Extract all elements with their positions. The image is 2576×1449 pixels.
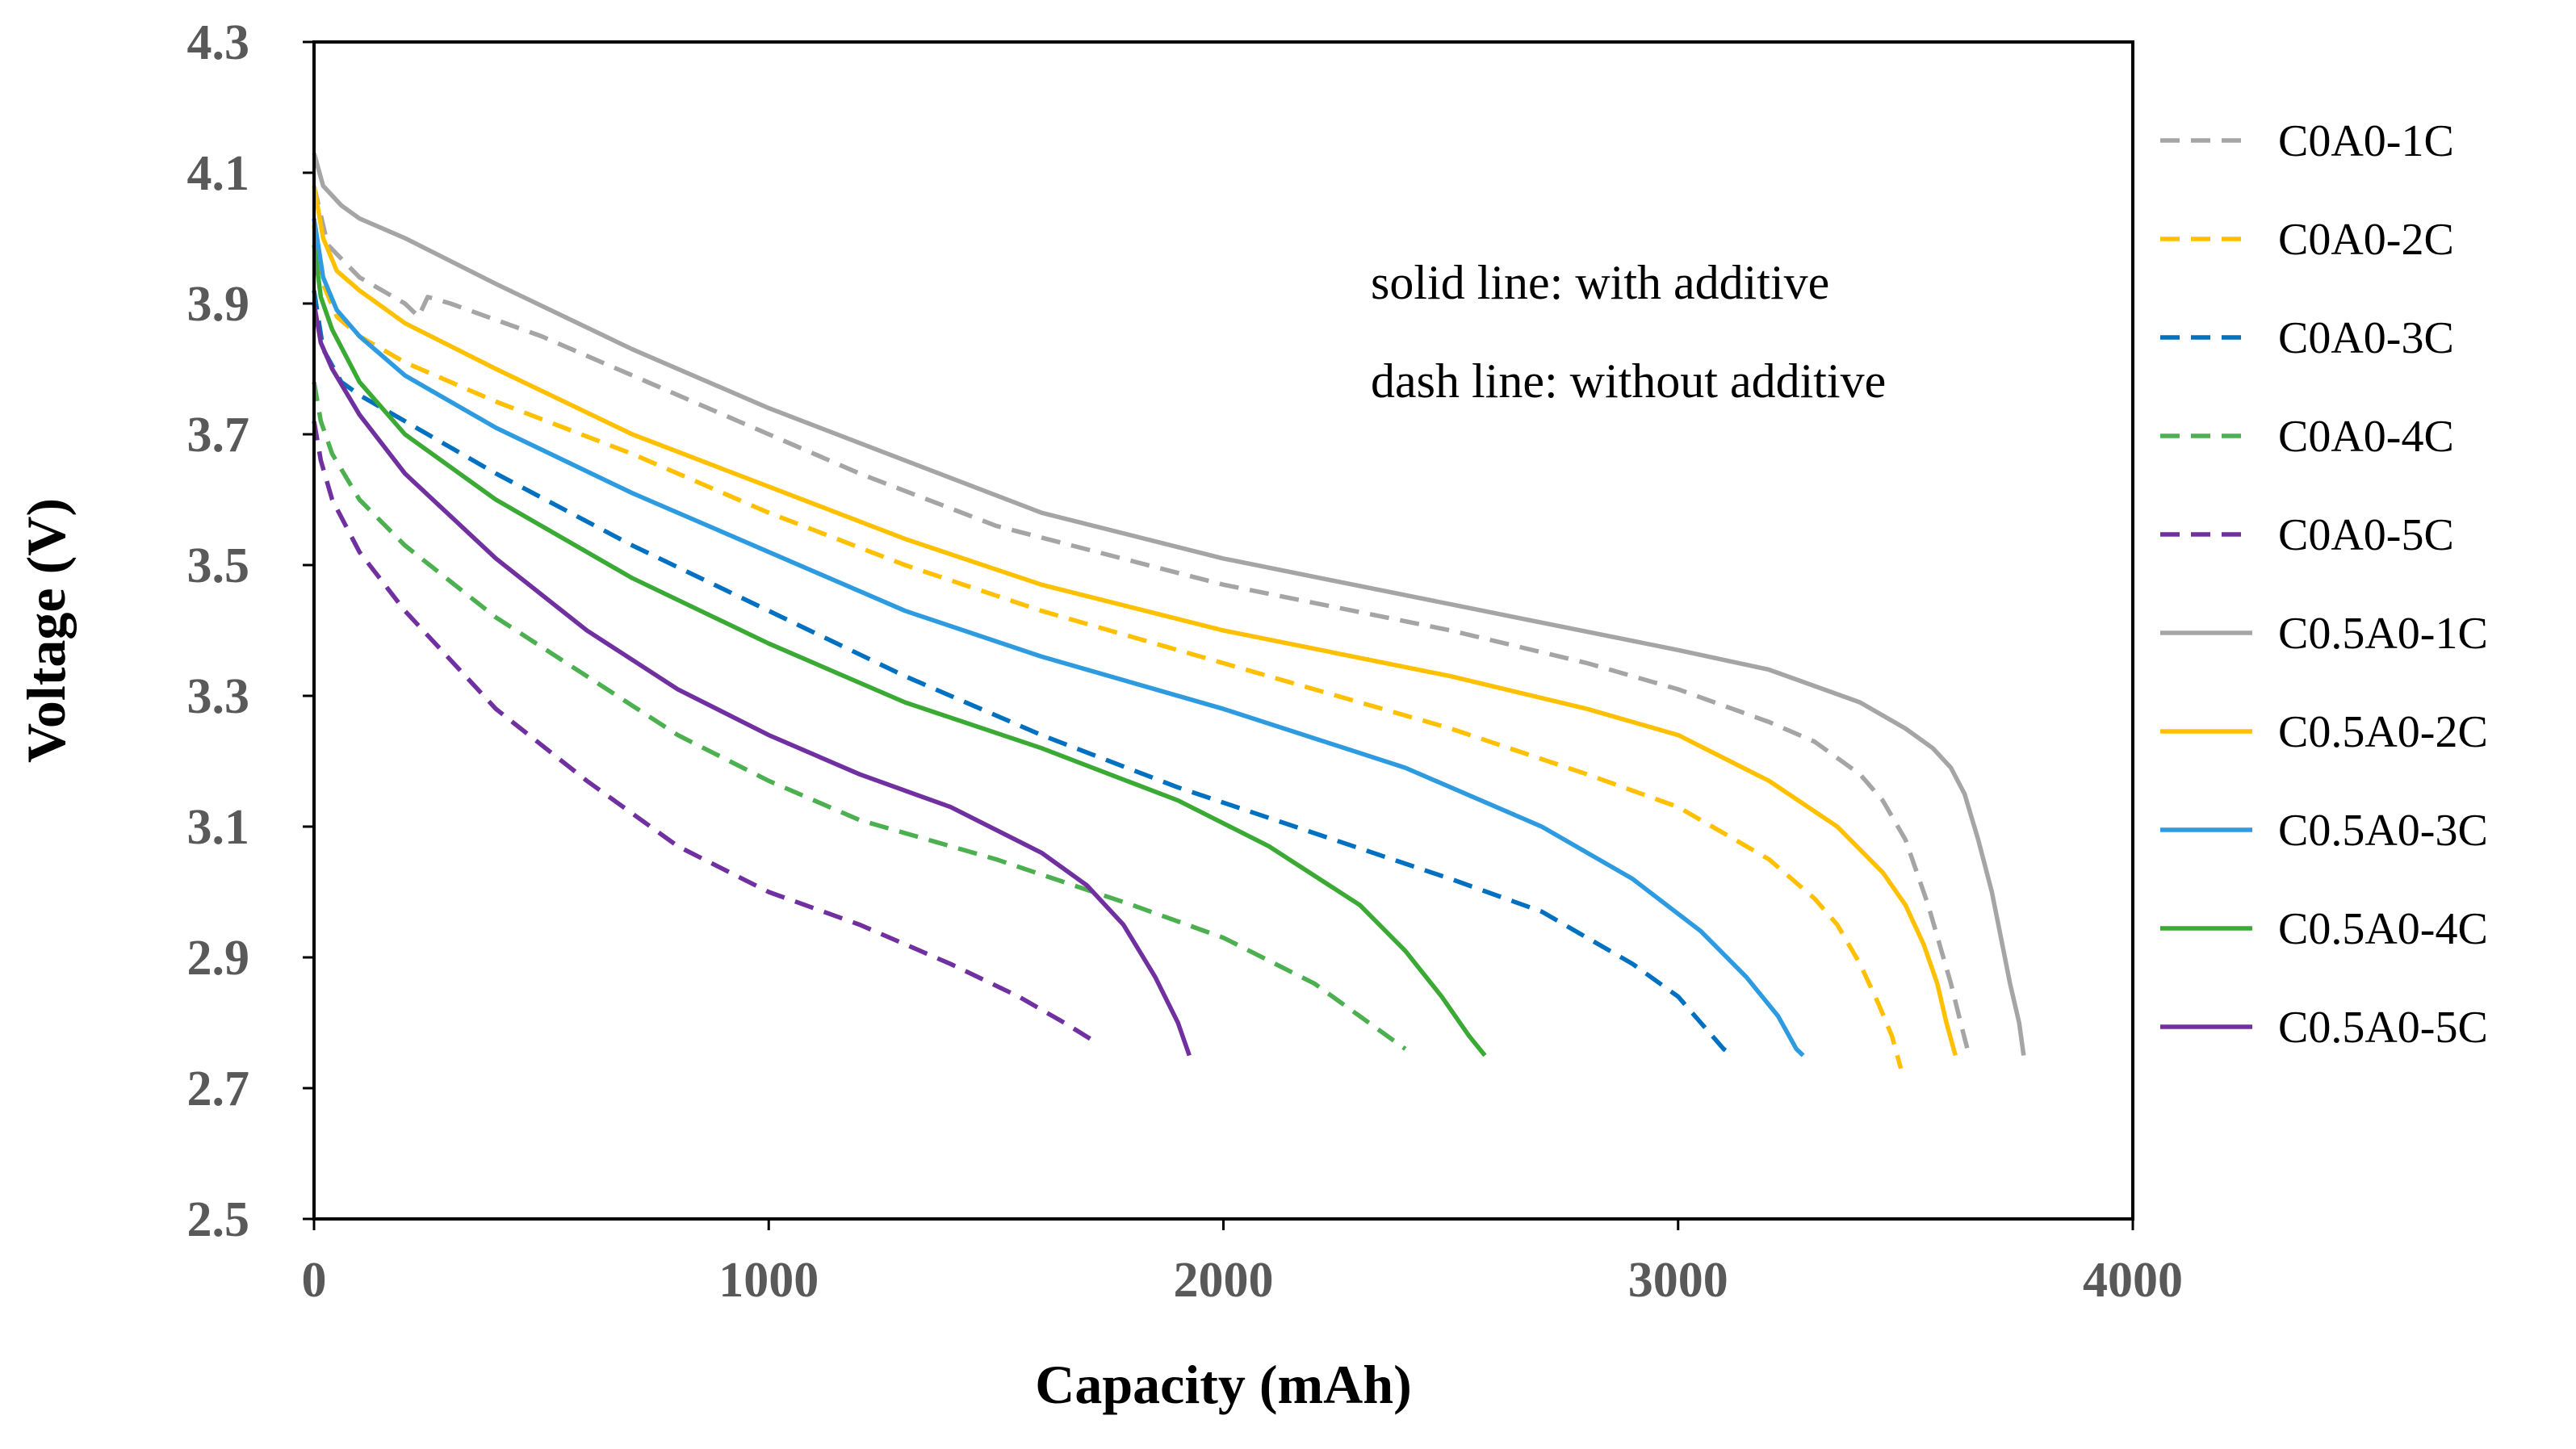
y-tick-label: 3.7 [187,408,250,463]
legend: C0A0-1C C0A0-2C C0A0-3C C0A0-4C C0A0-5C C0.5A… [2160,116,2488,1053]
series-line-C0A0-1C [312,185,1971,1057]
legend-label: C0.5A0-2C [2278,707,2488,757]
x-tick-label: 3000 [1628,1253,1728,1308]
y-tick-label: 3.5 [187,538,250,593]
y-axis-title: Voltage (V) [15,498,77,763]
annotation-dash-line: dash line: without additive [1371,354,1886,408]
x-axis-title: Capacity (mAh) [1035,1354,1412,1415]
series-layer [312,152,2026,1070]
legend-label: C0.5A0-1C [2278,609,2488,659]
legend-label: C0.5A0-5C [2278,1003,2488,1053]
x-tick-label: 4000 [2083,1253,2183,1308]
x-tick-label: 2000 [1174,1253,1274,1308]
y-tick-label: 2.7 [187,1062,250,1116]
series-line-C0A0-4C [312,381,1407,1051]
plot-area-frame [312,40,2134,1221]
series-line-C0A0-3C [312,290,1734,1057]
y-tick-label: 4.3 [187,15,250,70]
y-tick-label: 3.3 [187,669,250,724]
x-tick-label: 0 [302,1253,327,1308]
x-axis-ticks: 0 1000 2000 3000 4000 [302,1219,2183,1308]
legend-label: C0.5A0-3C [2278,806,2488,856]
x-tick-label: 1000 [718,1253,819,1308]
y-axis-ticks: 2.5 2.7 2.9 3.1 3.3 3.5 3.7 3.9 4.1 4.3 [187,15,314,1247]
series-line-C0.5A0-2C [312,185,1958,1057]
series-line-C0.5A0-5C [312,303,1192,1057]
legend-label: C0A0-3C [2278,313,2454,363]
y-tick-label: 2.5 [187,1192,250,1247]
legend-label: C0A0-5C [2278,510,2454,560]
series-line-C0A0-2C [312,224,1904,1070]
legend-label: C0A0-1C [2278,116,2454,166]
series-line-C0.5A0-3C [312,218,1805,1057]
y-tick-label: 4.1 [187,146,250,201]
series-line-C0.5A0-1C [312,152,2026,1056]
y-tick-label: 3.1 [187,800,250,855]
annotation-solid-line: solid line: with additive [1371,256,1829,309]
legend-label: C0.5A0-4C [2278,904,2488,954]
series-line-C0A0-5C [312,421,1098,1045]
legend-label: C0A0-2C [2278,215,2454,265]
y-tick-label: 3.9 [187,277,250,332]
legend-label: C0A0-4C [2278,412,2454,462]
y-tick-label: 2.9 [187,931,250,986]
series-line-C0.5A0-4C [312,244,1487,1057]
